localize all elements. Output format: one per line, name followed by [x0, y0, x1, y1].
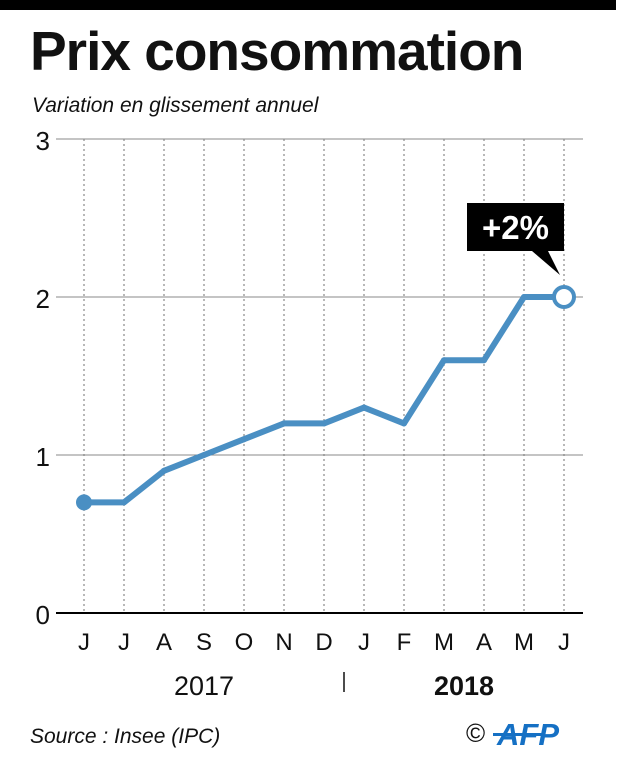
- data-point: [441, 357, 447, 364]
- x-tick-label: J: [118, 629, 130, 656]
- data-point: [161, 467, 167, 474]
- chart-subtitle: Variation en glissement annuel: [32, 94, 319, 117]
- data-point: [321, 420, 327, 427]
- x-tick-label: N: [275, 629, 292, 656]
- annotation-label: +2%: [482, 209, 549, 246]
- x-tick-label: O: [235, 629, 254, 656]
- data-point: [481, 357, 487, 364]
- year-label: 2017: [174, 671, 234, 701]
- y-tick-label: 2: [36, 284, 50, 314]
- x-tick-label: S: [196, 629, 212, 656]
- x-tick-label: A: [156, 629, 172, 656]
- credit: © AFP: [466, 716, 609, 750]
- x-tick-label: J: [358, 629, 370, 656]
- year-label: 2018: [434, 671, 494, 701]
- data-point: [241, 436, 247, 443]
- y-tick-label: 0: [36, 600, 50, 630]
- annotation-callout: [467, 203, 564, 275]
- x-tick-label: M: [434, 629, 454, 656]
- afp-logo-stroke: [493, 733, 544, 736]
- chart-title: Prix consommation: [30, 20, 524, 82]
- x-tick-label: D: [315, 629, 332, 656]
- y-tick-label: 3: [36, 126, 50, 156]
- data-point: [521, 294, 527, 300]
- end-point: [552, 285, 576, 309]
- x-tick-label: J: [78, 629, 90, 656]
- data-point: [361, 404, 367, 411]
- data-point: [281, 420, 287, 427]
- x-tick-label: M: [514, 629, 534, 656]
- top-rule: [0, 0, 616, 10]
- data-point: [121, 499, 127, 506]
- data-point: [201, 452, 207, 458]
- source-note: Source : Insee (IPC): [30, 725, 221, 748]
- y-tick-label: 1: [36, 442, 50, 472]
- copyright-symbol: ©: [466, 718, 486, 748]
- x-tick-label: F: [397, 629, 412, 656]
- afp-logo: AFP: [493, 717, 559, 750]
- x-tick-label: A: [476, 629, 492, 656]
- x-tick-label: J: [558, 629, 570, 656]
- data-point: [401, 420, 407, 427]
- start-point: [76, 494, 92, 511]
